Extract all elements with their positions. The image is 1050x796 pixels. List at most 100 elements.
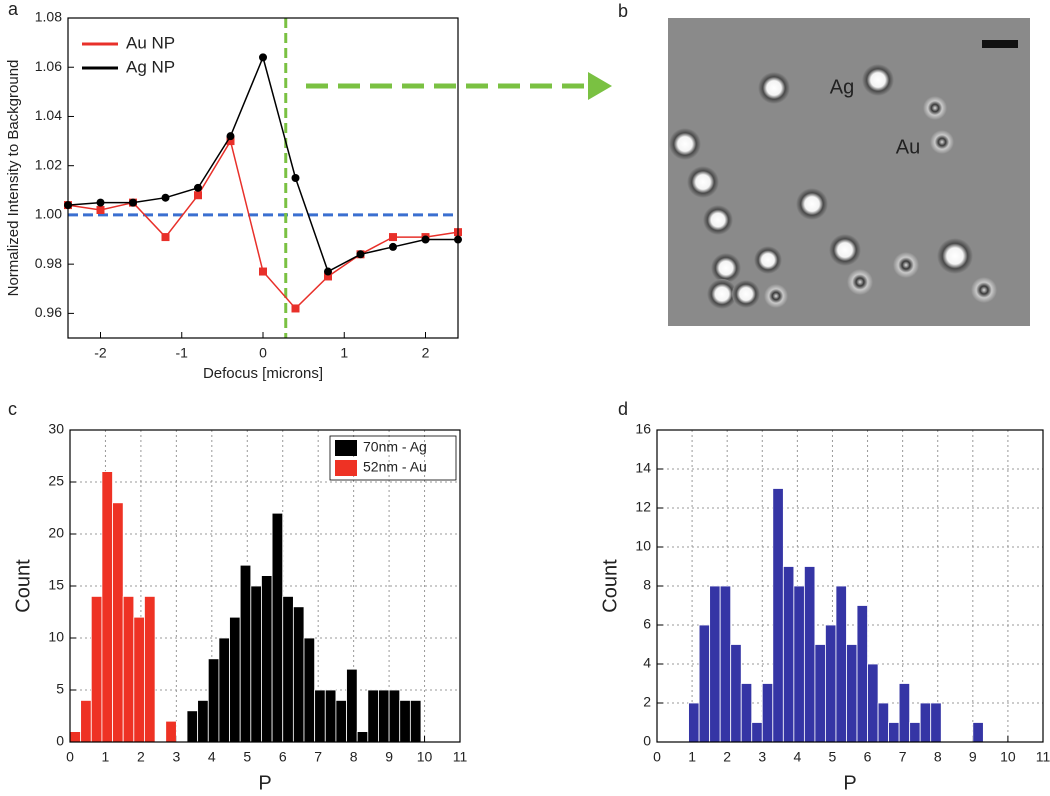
bar bbox=[930, 702, 942, 743]
bar bbox=[730, 644, 742, 743]
marker bbox=[226, 132, 235, 141]
y-tick-label: 1.08 bbox=[35, 9, 62, 25]
y-tick-label: 0.96 bbox=[35, 304, 62, 320]
bar bbox=[856, 605, 868, 743]
marker bbox=[389, 242, 397, 251]
bar bbox=[218, 637, 230, 743]
marker bbox=[129, 198, 137, 207]
y-tick-label: 20 bbox=[48, 525, 64, 541]
bar bbox=[835, 585, 847, 743]
bar bbox=[133, 616, 145, 743]
y-tick-label: 1.06 bbox=[35, 58, 62, 74]
x-tick-label: 4 bbox=[208, 749, 216, 765]
bar bbox=[207, 658, 220, 743]
x-tick-label: 5 bbox=[243, 749, 251, 765]
panel-label: c bbox=[8, 399, 17, 419]
bar bbox=[399, 700, 411, 743]
panel-label: d bbox=[618, 399, 628, 419]
legend-frame bbox=[329, 435, 457, 481]
marker bbox=[259, 53, 267, 62]
x-tick-label: 6 bbox=[864, 749, 872, 765]
marker bbox=[421, 235, 430, 244]
bar bbox=[335, 700, 347, 743]
y-tick-label: 10 bbox=[48, 629, 64, 645]
bar bbox=[709, 585, 721, 743]
series-line bbox=[67, 55, 458, 273]
x-tick-label: 7 bbox=[314, 749, 322, 765]
legend-label: Au NP bbox=[126, 33, 175, 52]
x-tick-label: 2 bbox=[137, 749, 145, 765]
y-tick-label: 1.04 bbox=[35, 107, 62, 123]
x-tick-label: 0 bbox=[259, 345, 267, 361]
bar bbox=[772, 488, 784, 743]
y-tick-label: 25 bbox=[48, 473, 64, 489]
x-tick-label: 2 bbox=[422, 345, 430, 361]
bar bbox=[314, 689, 326, 743]
x-tick-label: 9 bbox=[969, 749, 977, 765]
bar bbox=[751, 722, 763, 743]
x-tick-label: 9 bbox=[385, 749, 393, 765]
bar bbox=[90, 596, 103, 743]
annotation: Au bbox=[896, 136, 920, 158]
bar bbox=[69, 731, 82, 743]
bar bbox=[250, 585, 262, 743]
x-tick-label: 0 bbox=[66, 749, 74, 765]
marker bbox=[356, 250, 365, 259]
bar bbox=[197, 700, 209, 743]
marker bbox=[389, 233, 397, 242]
bar bbox=[165, 720, 177, 743]
plot-frame bbox=[656, 429, 1044, 743]
bar bbox=[814, 644, 826, 743]
y-axis-label: Count bbox=[599, 559, 621, 613]
bar bbox=[261, 575, 273, 743]
bar bbox=[688, 702, 700, 743]
y-tick-label: 2 bbox=[643, 694, 651, 710]
x-axis-label: P bbox=[843, 772, 856, 794]
y-tick-label: 0 bbox=[56, 733, 64, 749]
legend-label: 70nm - Ag bbox=[363, 439, 427, 455]
bar bbox=[909, 722, 921, 743]
marker bbox=[96, 198, 105, 207]
y-tick-label: 4 bbox=[643, 655, 651, 671]
bar bbox=[719, 585, 732, 743]
bar bbox=[793, 585, 805, 743]
legend-swatch bbox=[335, 440, 357, 456]
x-tick-label: 10 bbox=[1000, 749, 1016, 765]
x-tick-label: 8 bbox=[934, 749, 942, 765]
marker bbox=[291, 304, 300, 313]
marker bbox=[324, 272, 332, 281]
x-tick-label: 5 bbox=[829, 749, 837, 765]
x-tick-label: 3 bbox=[172, 749, 180, 765]
legend-swatch bbox=[335, 460, 357, 476]
plot-frame bbox=[69, 429, 461, 743]
y-tick-label: 16 bbox=[635, 421, 651, 437]
bar bbox=[803, 566, 816, 743]
bar bbox=[409, 700, 422, 743]
marker bbox=[96, 206, 105, 214]
y-tick-label: 1.02 bbox=[35, 156, 62, 172]
marker bbox=[161, 193, 170, 202]
particles bbox=[669, 64, 997, 309]
bar bbox=[303, 637, 316, 743]
y-tick-label: 14 bbox=[635, 460, 651, 476]
y-tick-label: 15 bbox=[48, 577, 64, 593]
scale-bar bbox=[982, 40, 1018, 48]
bar bbox=[101, 471, 113, 743]
y-axis-label: Count bbox=[12, 559, 34, 613]
marker bbox=[291, 174, 300, 182]
bar bbox=[846, 644, 858, 743]
bar bbox=[356, 731, 369, 743]
x-tick-label: 4 bbox=[793, 749, 801, 765]
annotation: Ag bbox=[830, 76, 854, 98]
bar bbox=[367, 689, 379, 743]
bar bbox=[144, 596, 156, 743]
x-tick-label: 11 bbox=[453, 749, 468, 765]
marker bbox=[194, 191, 202, 200]
y-tick-label: 6 bbox=[643, 616, 651, 632]
series-line bbox=[67, 139, 459, 310]
bar bbox=[888, 722, 900, 743]
x-tick-label: 1 bbox=[340, 345, 348, 361]
panel-label: a bbox=[8, 0, 19, 19]
bar bbox=[825, 624, 837, 743]
